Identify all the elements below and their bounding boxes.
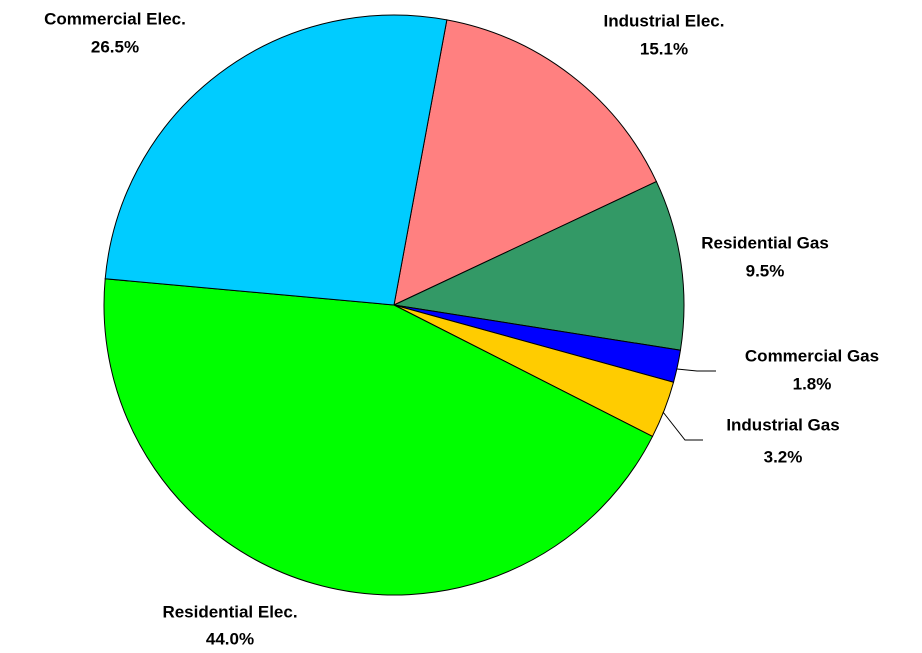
slice-label: Industrial Elec. (604, 11, 725, 30)
slice-value-label: 26.5% (91, 37, 139, 56)
slice-value-label: 15.1% (640, 39, 688, 58)
slice-value-label: 1.8% (793, 374, 832, 393)
slice-label: Industrial Gas (726, 415, 839, 434)
slice-label: Residential Gas (701, 233, 829, 252)
pie-slice (104, 14, 448, 306)
slice-label: Commercial Elec. (44, 9, 186, 28)
leader-line (676, 368, 716, 372)
leader-line (662, 411, 703, 441)
pie-slice (392, 180, 685, 351)
pie-slice (393, 19, 658, 306)
pie-slice (103, 278, 654, 596)
slice-value-label: 3.2% (764, 447, 803, 466)
slice-label: Commercial Gas (745, 346, 879, 365)
slice-label: Residential Elec. (162, 602, 297, 621)
slice-value-label: 9.5% (746, 261, 785, 280)
slice-value-label: 44.0% (206, 629, 254, 648)
